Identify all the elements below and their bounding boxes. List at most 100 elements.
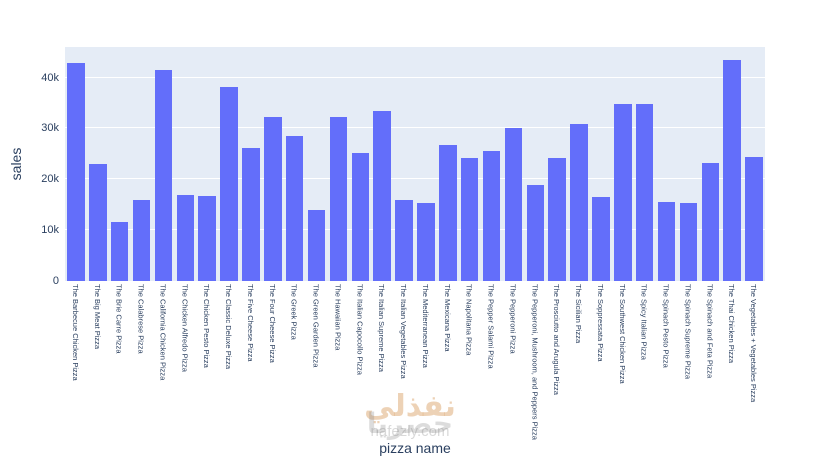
x-tick-label: The Spinach Supreme Pizza	[683, 284, 693, 380]
y-tick-label: 0	[52, 275, 59, 287]
x-tick-label: The Barbecue Chicken Pizza	[70, 284, 80, 381]
bar[interactable]	[110, 222, 129, 281]
bar-slot	[174, 47, 196, 281]
bar[interactable]	[482, 151, 501, 281]
x-tick-label: The Mexicana Pizza	[442, 284, 452, 352]
bar[interactable]	[154, 70, 173, 281]
x-tick-label: The Greek Pizza	[289, 284, 299, 340]
bar[interactable]	[460, 158, 479, 281]
bar-slot	[393, 47, 415, 281]
bar-slot	[240, 47, 262, 281]
bar[interactable]	[176, 195, 195, 281]
bar-slot	[262, 47, 284, 281]
x-tick-label: The Calabrese Pizza	[136, 284, 146, 354]
bar-slot	[415, 47, 437, 281]
x-tick-label: The Sicilian Pizza	[574, 284, 584, 344]
bar-slot	[590, 47, 612, 281]
bar[interactable]	[307, 210, 326, 281]
bar-slot	[371, 47, 393, 281]
bar-slot	[699, 47, 721, 281]
bar-slot	[481, 47, 503, 281]
x-tick-label: The California Chicken Pizza	[158, 284, 168, 381]
y-tick-label: 10k	[41, 224, 59, 237]
bar[interactable]	[679, 203, 698, 281]
x-tick-label: The Pepperoni, Mushroom, and Peppers Piz…	[530, 284, 540, 440]
bar-slot	[306, 47, 328, 281]
x-tick-label: The Four Cheese Pizza	[267, 284, 277, 363]
bar[interactable]	[242, 148, 260, 281]
bar-slot	[349, 47, 371, 281]
y-tick-label: 20k	[41, 173, 59, 186]
bar[interactable]	[439, 144, 457, 281]
x-tick-label: The Pepperoni Pizza	[508, 284, 518, 354]
x-tick-label: The Italian Supreme Pizza	[377, 284, 387, 372]
bar-slot	[284, 47, 306, 281]
x-tick-label: The Chicken Pesto Pizza	[202, 284, 212, 368]
bar-slot	[65, 47, 87, 281]
bar[interactable]	[417, 202, 435, 281]
bar-slot	[634, 47, 656, 281]
bar[interactable]	[701, 162, 720, 281]
x-tick-label: The Italian Capocollo Pizza	[355, 284, 365, 375]
x-tick-label: The Chicken Alfredo Pizza	[180, 284, 190, 372]
bar[interactable]	[132, 199, 151, 281]
bar-slot	[218, 47, 240, 281]
bar-slot	[546, 47, 568, 281]
bar-slot	[524, 47, 546, 281]
bar-slot	[612, 47, 634, 281]
bar[interactable]	[351, 153, 370, 281]
gridline	[65, 76, 765, 78]
bar-slot	[459, 47, 481, 281]
x-tick-label: The Mediterranean Pizza	[420, 284, 430, 368]
bar[interactable]	[570, 123, 588, 281]
bar[interactable]	[264, 116, 282, 281]
bar[interactable]	[504, 127, 523, 281]
bar-slot	[656, 47, 678, 281]
x-tick-label: The Pepper Salami Pizza	[486, 284, 496, 369]
bar[interactable]	[723, 60, 741, 281]
x-tick-label: The Spicy Italian Pizza	[639, 284, 649, 360]
bar[interactable]	[548, 157, 566, 281]
y-tick-label: 40k	[41, 71, 59, 84]
plot-area	[65, 47, 765, 281]
bar[interactable]	[198, 196, 216, 281]
x-tick-labels: The Barbecue Chicken Pizza The Big Meat P…	[65, 284, 765, 444]
x-tick-label: The Brie Carre Pizza	[114, 284, 124, 354]
x-tick-label: The Hawaiian Pizza	[333, 284, 343, 351]
bars-container	[65, 47, 765, 281]
x-tick-label: The Napolitana Pizza	[464, 284, 474, 356]
x-tick-label: The Vegetables + Vegetables Pizza	[749, 284, 759, 403]
bar[interactable]	[745, 157, 763, 281]
x-tick-label: The Southwest Chicken Pizza	[617, 284, 627, 384]
x-tick-label: The Thai Chicken Pizza	[727, 284, 737, 364]
bar[interactable]	[614, 104, 632, 281]
x-tick-label: The Spinach Pesto Pizza	[661, 284, 671, 368]
bar[interactable]	[395, 199, 413, 281]
x-tick-label: The Big Meat Pizza	[92, 284, 102, 350]
bar-slot	[196, 47, 218, 281]
x-tick-label: The Prosciutto and Arugula Pizza	[552, 284, 562, 395]
bar[interactable]	[285, 136, 304, 281]
bar[interactable]	[89, 164, 107, 281]
bar[interactable]	[329, 116, 348, 281]
bar[interactable]	[526, 185, 545, 281]
bar[interactable]	[635, 103, 654, 281]
gridline	[65, 178, 765, 180]
x-axis-title: pizza name	[379, 440, 451, 456]
x-tick-label: The Classic Deluxe Pizza	[224, 284, 234, 370]
bar-slot	[568, 47, 590, 281]
bar[interactable]	[220, 86, 238, 281]
bar-slot	[87, 47, 109, 281]
bar-slot	[721, 47, 743, 281]
x-tick-label: The Spinach and Feta Pizza	[705, 284, 715, 379]
gridline	[65, 229, 765, 231]
y-tick-label: 30k	[41, 122, 59, 135]
bar-slot	[678, 47, 700, 281]
bar[interactable]	[657, 201, 676, 281]
bar[interactable]	[67, 63, 85, 281]
bar-slot	[153, 47, 175, 281]
bar[interactable]	[592, 197, 610, 281]
bar[interactable]	[373, 110, 391, 281]
x-tick-label: The Italian Vegetables Pizza	[399, 284, 409, 379]
